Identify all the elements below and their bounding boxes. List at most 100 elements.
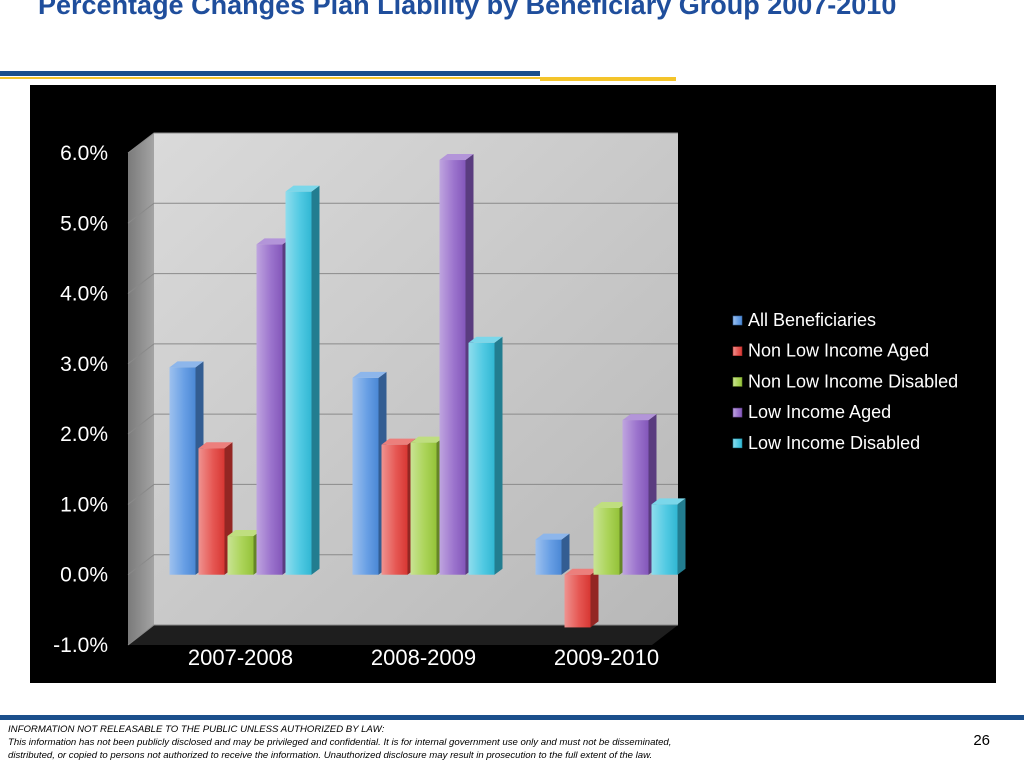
title-divider-gold [540, 77, 676, 81]
bar-top [410, 436, 445, 443]
bar [169, 361, 204, 575]
bar [468, 336, 503, 575]
bar-top [256, 238, 291, 245]
bar-top [381, 438, 416, 445]
x-axis-ticks: 2007-2008 2008-2009 2009-2010 [188, 645, 659, 670]
bar-top [651, 498, 686, 505]
bar [410, 436, 445, 575]
footer-disclaimer: INFORMATION NOT RELEASABLE TO THE PUBLIC… [8, 723, 938, 762]
bar-face [169, 367, 196, 575]
bar-side [590, 568, 599, 628]
gridline [127, 202, 678, 224]
bar-face [352, 377, 379, 575]
legend-item: Non Low Income Disabled [732, 371, 958, 391]
bar-chart: 6.0% 5.0% 4.0% 3.0% 2.0% 1.0% 0.0% -1.0% 2007-2… [53, 132, 958, 670]
bar-face [622, 420, 649, 575]
title-divider-blue [0, 71, 540, 76]
y-tick-label: 0.0% [60, 564, 108, 587]
bar [285, 185, 320, 575]
bar-side [494, 336, 503, 575]
legend: All Beneficiaries Non Low Income Aged Non … [732, 310, 958, 453]
legend-label: All Beneficiaries [748, 310, 876, 330]
legend-swatch [732, 377, 743, 387]
bars [169, 154, 686, 628]
bar [198, 442, 233, 575]
bar-face [535, 539, 562, 575]
gridline [127, 624, 678, 646]
footer-line-1: INFORMATION NOT RELEASABLE TO THE PUBLIC… [8, 724, 385, 735]
bar [593, 501, 628, 575]
bar-face [593, 507, 620, 575]
page-number: 26 [973, 732, 990, 749]
gridlines [127, 132, 678, 646]
bar [535, 533, 570, 575]
gridline [127, 273, 678, 294]
bar-side [311, 185, 320, 575]
bar-top [439, 154, 474, 161]
bar-face [381, 444, 408, 575]
y-tick-label: 1.0% [60, 493, 108, 516]
floor [128, 625, 678, 645]
legend-swatch [732, 346, 743, 357]
bar-face [651, 504, 678, 575]
bar [622, 414, 657, 575]
bar-face [410, 442, 437, 575]
bar-face [285, 191, 312, 575]
bar [439, 154, 474, 575]
bar-face [256, 244, 283, 575]
footer-line-2: This information has not been publicly d… [8, 737, 672, 748]
bar-top [622, 414, 657, 421]
bar [256, 238, 291, 575]
x-tick-label: 2008-2009 [371, 645, 476, 670]
bar [651, 498, 686, 575]
y-tick-label: 4.0% [60, 283, 108, 306]
legend-item: Low Income Disabled [732, 433, 920, 453]
y-axis-ticks: 6.0% 5.0% 4.0% 3.0% 2.0% 1.0% 0.0% -1.0% [53, 142, 108, 657]
legend-item: Non Low Income Aged [732, 341, 929, 361]
bar-face [564, 574, 591, 628]
bar [227, 530, 262, 575]
legend-swatch [732, 438, 743, 449]
legend-label: Non Low Income Disabled [748, 371, 958, 391]
bar-top [468, 336, 503, 343]
footer-line-3: distributed, or copied to persons not au… [8, 750, 653, 761]
bar-top [352, 371, 387, 378]
y-tick-label: -1.0% [53, 634, 108, 657]
gridline [127, 483, 678, 505]
bar-top [169, 361, 204, 368]
bar-face [439, 160, 466, 575]
bar [564, 568, 599, 628]
y-tick-label: 2.0% [60, 423, 108, 446]
y-tick-label: 6.0% [60, 142, 108, 165]
legend-swatch [732, 407, 743, 418]
side-wall [128, 133, 154, 645]
legend-swatch [732, 315, 743, 326]
gridline [127, 343, 678, 365]
chart-panel: 6.0% 5.0% 4.0% 3.0% 2.0% 1.0% 0.0% -1.0% 2007-2… [30, 85, 996, 683]
gridline [127, 132, 678, 154]
gridline [127, 554, 678, 576]
bar-face [468, 342, 495, 575]
title-divider-gold-left [0, 77, 540, 79]
x-tick-label: 2007-2008 [188, 645, 293, 670]
slide-title: Percentage Changes Plan Liability by Ben… [38, 0, 897, 20]
gridline [127, 413, 678, 435]
legend-item: All Beneficiaries [732, 310, 876, 330]
bar-top [198, 442, 233, 449]
bar-face [227, 536, 254, 575]
legend-label: Low Income Aged [748, 402, 891, 422]
legend-label: Non Low Income Aged [748, 341, 929, 361]
x-tick-label: 2009-2010 [554, 645, 659, 670]
legend-label: Low Income Disabled [748, 433, 920, 453]
y-tick-label: 5.0% [60, 212, 108, 235]
bar-top [564, 568, 599, 575]
bar-top [227, 530, 262, 537]
y-tick-label: 3.0% [60, 353, 108, 376]
legend-item: Low Income Aged [732, 402, 891, 422]
bar [381, 438, 416, 575]
bar-top [285, 185, 320, 192]
bar-side [677, 498, 686, 575]
bar-top [593, 501, 628, 508]
bar-face [198, 448, 225, 575]
bar [352, 371, 387, 575]
